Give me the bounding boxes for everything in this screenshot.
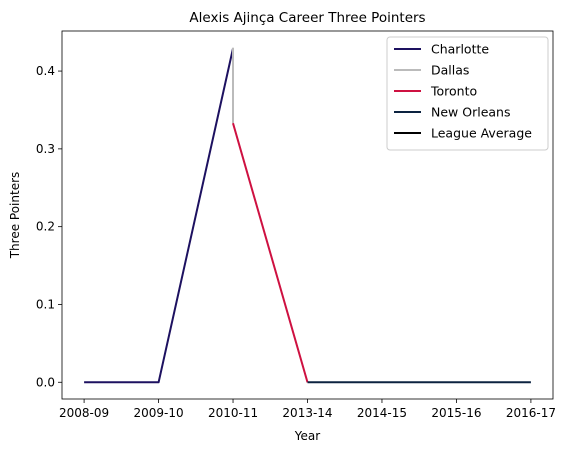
x-tick-label-2016-17: 2016-17 [506,406,556,420]
legend-label-toronto: Toronto [430,84,477,99]
y-tick-label-0.4: 0.4 [36,64,55,78]
series-line-toronto [232,122,309,383]
legend-label-charlotte: Charlotte [431,42,489,57]
chart-title: Alexis Ajinça Career Three Pointers [189,10,425,26]
x-tick-label-2008-09: 2008-09 [59,406,109,420]
y-axis-ticks: 0.0 0.1 0.2 0.3 0.4 [36,64,62,389]
x-tick-label-2014-15: 2014-15 [357,406,407,420]
legend-label-league-average: League Average [431,126,532,141]
series-line-charlotte [84,48,234,384]
x-tick-label-2015-16: 2015-16 [431,406,481,420]
legend-label-dallas: Dallas [431,63,469,78]
x-tick-label-2009-10: 2009-10 [133,406,183,420]
y-tick-label-0.3: 0.3 [36,142,55,156]
y-axis-label: Three Pointers [8,172,22,260]
x-tick-label-2010-11: 2010-11 [208,406,258,420]
x-axis-ticks: 2008-09 2009-10 2010-11 2013-14 2014-15 2015-… [59,399,556,420]
legend-box [386,36,549,151]
legend-label-new-orleans: New Orleans [431,105,510,120]
y-tick-label-0.2: 0.2 [36,220,55,234]
x-tick-label-2013-14: 2013-14 [282,406,332,420]
y-tick-label-0.1: 0.1 [36,297,55,311]
legend: Charlotte Dallas Toronto New Orleans League … [386,36,549,151]
series-lines [84,47,531,384]
y-tick-label-0.0: 0.0 [36,375,55,389]
x-axis-label: Year [294,429,320,443]
